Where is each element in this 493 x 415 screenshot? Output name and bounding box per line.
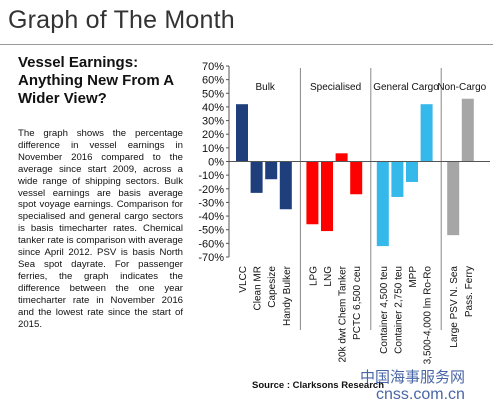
bar [306,161,319,225]
y-tick-label: -30% [198,197,224,209]
y-tick-label: -50% [198,225,224,237]
category-label: MPP [408,266,419,288]
y-tick-label: -60% [198,238,224,250]
bar [335,153,348,162]
y-tick-label: -40% [198,211,224,223]
bar [236,104,248,162]
article-body: The graph shows the percentage differenc… [18,128,183,330]
bar [321,161,333,232]
group-label: Non-Cargo [437,82,486,93]
category-label: Container 2,750 teu [393,266,404,354]
page-title: Graph of The Month [8,6,235,34]
article-heading: Vessel Earnings: Anything New From A Wid… [18,54,174,107]
bar [406,161,418,182]
y-tick-label: 60% [202,75,224,87]
bar [350,161,363,195]
bar [265,161,278,180]
category-label: Handy Bulker [282,265,293,326]
category-label: VLCC [238,266,249,293]
y-tick-label: -10% [198,170,224,182]
divider [0,44,493,45]
y-tick-label: 50% [202,88,224,100]
bar [420,104,433,162]
watermark: 中国海事服务网 [360,369,466,386]
y-tick-label: 70% [202,61,224,73]
category-label: Clean MR [253,266,264,310]
category-label: 3,500-4,000 lm Ro-Ro [423,266,434,365]
bar [250,161,263,193]
category-label: Capesize [267,266,278,308]
group-label: General Cargo [373,82,439,93]
group-label: Bulk [255,82,275,93]
category-label: Container 4,500 teu [379,266,390,354]
bar [461,98,474,162]
category-label: Large PSV N. Sea [449,266,460,348]
bar [447,161,460,236]
bar [391,161,404,197]
y-tick-label: 40% [202,102,224,114]
category-label: LPG [308,266,319,286]
y-tick-label: -70% [198,252,224,264]
y-tick-label: 0% [208,157,224,169]
bar [376,161,389,247]
y-tick-label: 10% [202,143,224,155]
category-label: PCTC 6,500 ceu [352,266,363,340]
category-label: LNG [323,266,334,287]
watermark-url: cnss.com.cn [376,386,465,403]
bar [279,161,292,210]
y-tick-label: -20% [198,184,224,196]
y-tick-label: 20% [202,129,224,141]
group-label: Specialised [310,82,361,93]
category-label: Pass. Ferry [464,266,475,317]
category-label: 20k dwt Chem Tanker [338,265,349,362]
chart-source: Source : Clarksons Research [252,380,385,391]
y-tick-label: 30% [202,116,224,128]
